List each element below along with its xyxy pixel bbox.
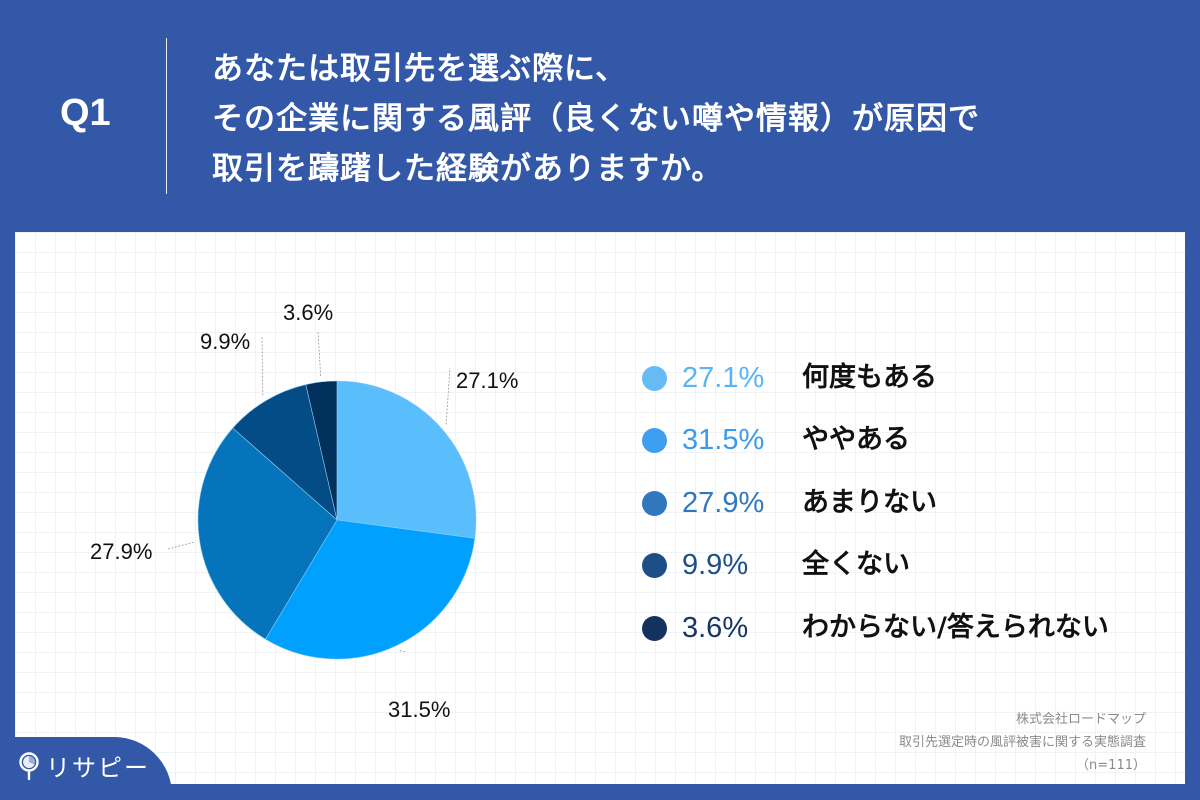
magnifier-pie-icon: [19, 751, 39, 780]
question-title-line-3: 取引を躊躇した経験がありますか。: [212, 151, 724, 187]
legend-label: わからない/答えられない: [802, 612, 1109, 643]
legend-dot-icon: [642, 491, 667, 516]
legend-dot-icon: [642, 553, 667, 578]
pie-slice: [336, 380, 477, 539]
pie-slice: [305, 380, 338, 521]
legend-dot-icon: [642, 616, 667, 641]
source-sample-size: （n=111）: [1076, 758, 1146, 773]
pie-slice: [265, 519, 476, 660]
source-note: 株式会社ロードマップ 取引先選定時の風評被害に関する実態調査 （n=111）: [899, 708, 1146, 777]
leader-line: [445, 367, 451, 425]
question-title-line-1: あなたは取引先を選ぶ際に、: [212, 51, 628, 87]
question-number: Q1: [60, 92, 111, 134]
legend-value: 9.9%: [682, 549, 749, 581]
legend-value: 27.9%: [682, 487, 765, 519]
legend-label: ややある: [802, 424, 910, 455]
legend-value: 31.5%: [682, 424, 765, 456]
leader-line: [261, 335, 264, 396]
pie-label-5: 3.6%: [283, 300, 333, 325]
pie-label-1: 27.1%: [456, 368, 518, 393]
leader-line: [167, 541, 194, 550]
pie-slice: [232, 384, 338, 521]
header-divider: [166, 38, 167, 194]
pie-label-4: 9.9%: [200, 329, 250, 354]
pie-slices: [197, 380, 477, 660]
legend-value: 27.1%: [682, 362, 765, 394]
question-title-line-2: その企業に関する風評（良くない噂や情報）が原因で: [212, 101, 980, 137]
legend-label: あまりない: [802, 487, 937, 518]
logo-tab: [0, 737, 172, 800]
legend-label: 全くない: [802, 549, 910, 580]
pie-slice: [197, 427, 338, 640]
leader-line: [317, 330, 322, 376]
legend-dot-icon: [642, 428, 667, 453]
brand-logo: リサピー: [18, 748, 150, 783]
logo-text: リサピー: [46, 754, 150, 782]
leader-line: [399, 650, 407, 653]
legend-dot-icon: [642, 366, 667, 391]
source-company: 株式会社ロードマップ: [1015, 712, 1146, 727]
question-title: あなたは取引先を選ぶ際に、 その企業に関する風評（良くない噂や情報）が原因で 取…: [212, 44, 980, 194]
source-survey: 取引先選定時の風評被害に関する実態調査: [898, 735, 1146, 750]
pie-leader-lines: [167, 330, 451, 653]
legend-label: 何度もある: [802, 362, 937, 393]
pie-label-3: 27.9%: [90, 539, 152, 564]
legend-value: 3.6%: [682, 612, 749, 644]
pie-label-2: 31.5%: [388, 697, 450, 722]
